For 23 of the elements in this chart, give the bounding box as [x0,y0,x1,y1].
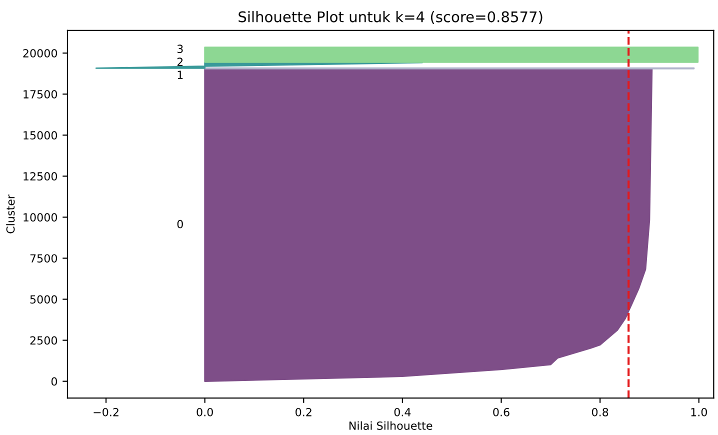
x-tick-label: 0.0 [196,408,213,416]
y-tick-label: 17500 [24,90,58,98]
y-tick-label: 2500 [30,336,58,345]
x-tick-label: 0.2 [296,408,312,416]
y-tick-label: 20000 [23,49,58,58]
annotation: 3 [177,44,183,54]
x-tick-label: 1.0 [691,408,707,416]
y-tick-label: 15000 [24,131,58,140]
x-tick-label: 0.6 [493,408,510,416]
y-axis-title: Cluster [6,194,15,234]
x-tick-label: −0.2 [94,408,118,416]
y-tick-label: 7500 [30,254,58,263]
y-tick-label: 12500 [24,172,58,181]
y-tick-label: 5000 [30,295,58,304]
annotation: 2 [177,58,183,66]
x-axis-title: Nilai Silhouette [349,421,432,430]
x-tick-label: 0.4 [394,408,411,416]
chart-title: Silhouette Plot untuk k=4 (score=0.8577) [238,11,542,24]
x-tick-label: 0.8 [592,408,608,416]
y-tick-label: 0 [51,377,58,386]
y-tick-label: 10000 [24,213,58,222]
annotation: 1 [178,70,183,79]
annotation: 0 [177,220,183,228]
